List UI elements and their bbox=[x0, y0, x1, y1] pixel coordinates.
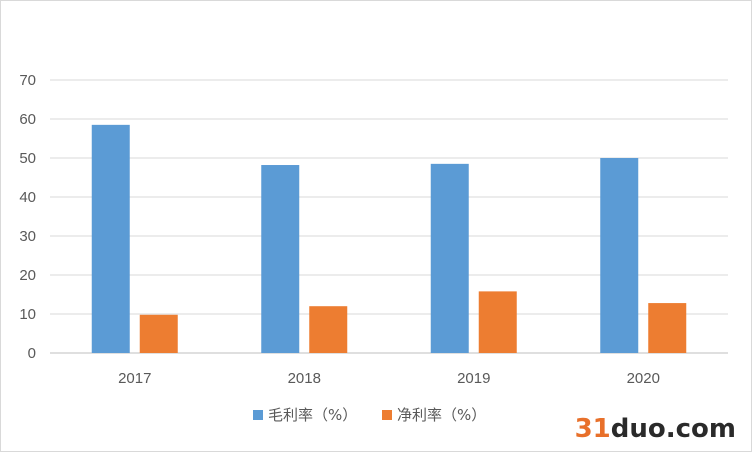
watermark-part1: 31 bbox=[574, 414, 611, 444]
y-tick-label: 30 bbox=[19, 228, 36, 245]
bar-net-margin-2017 bbox=[139, 314, 178, 353]
bar-gross-margin-2019 bbox=[430, 163, 469, 353]
bar-gross-margin-2020 bbox=[600, 158, 639, 353]
x-category-label: 2020 bbox=[627, 370, 660, 387]
watermark-logo: 31duo.com bbox=[575, 414, 736, 444]
bar-gross-margin-2017 bbox=[91, 124, 130, 353]
y-axis-ticks: 0 10 20 30 40 50 60 70 bbox=[19, 72, 36, 362]
x-axis-categories: 2017 2018 2019 2020 bbox=[118, 370, 660, 387]
legend: 毛利率（%） 净利率（%） bbox=[253, 406, 486, 424]
x-category-label: 2018 bbox=[288, 370, 321, 387]
bar-net-margin-2019 bbox=[478, 291, 517, 353]
y-tick-label: 60 bbox=[19, 111, 36, 128]
legend-swatch bbox=[253, 410, 263, 420]
bar-gross-margin-2018 bbox=[261, 165, 300, 353]
bars bbox=[91, 124, 687, 353]
y-tick-label: 50 bbox=[19, 150, 36, 167]
y-tick-label: 10 bbox=[19, 306, 36, 323]
bar-net-margin-2018 bbox=[309, 306, 348, 353]
y-tick-label: 0 bbox=[28, 345, 36, 362]
y-tick-label: 70 bbox=[19, 72, 36, 89]
legend-label: 净利率（%） bbox=[397, 406, 486, 424]
x-category-label: 2017 bbox=[118, 370, 151, 387]
watermark-part2: duo.com bbox=[610, 414, 736, 444]
legend-label: 毛利率（%） bbox=[268, 406, 357, 424]
y-tick-label: 20 bbox=[19, 267, 36, 284]
x-category-label: 2019 bbox=[457, 370, 490, 387]
bar-net-margin-2020 bbox=[648, 303, 687, 353]
y-tick-label: 40 bbox=[19, 189, 36, 206]
legend-swatch bbox=[382, 410, 392, 420]
